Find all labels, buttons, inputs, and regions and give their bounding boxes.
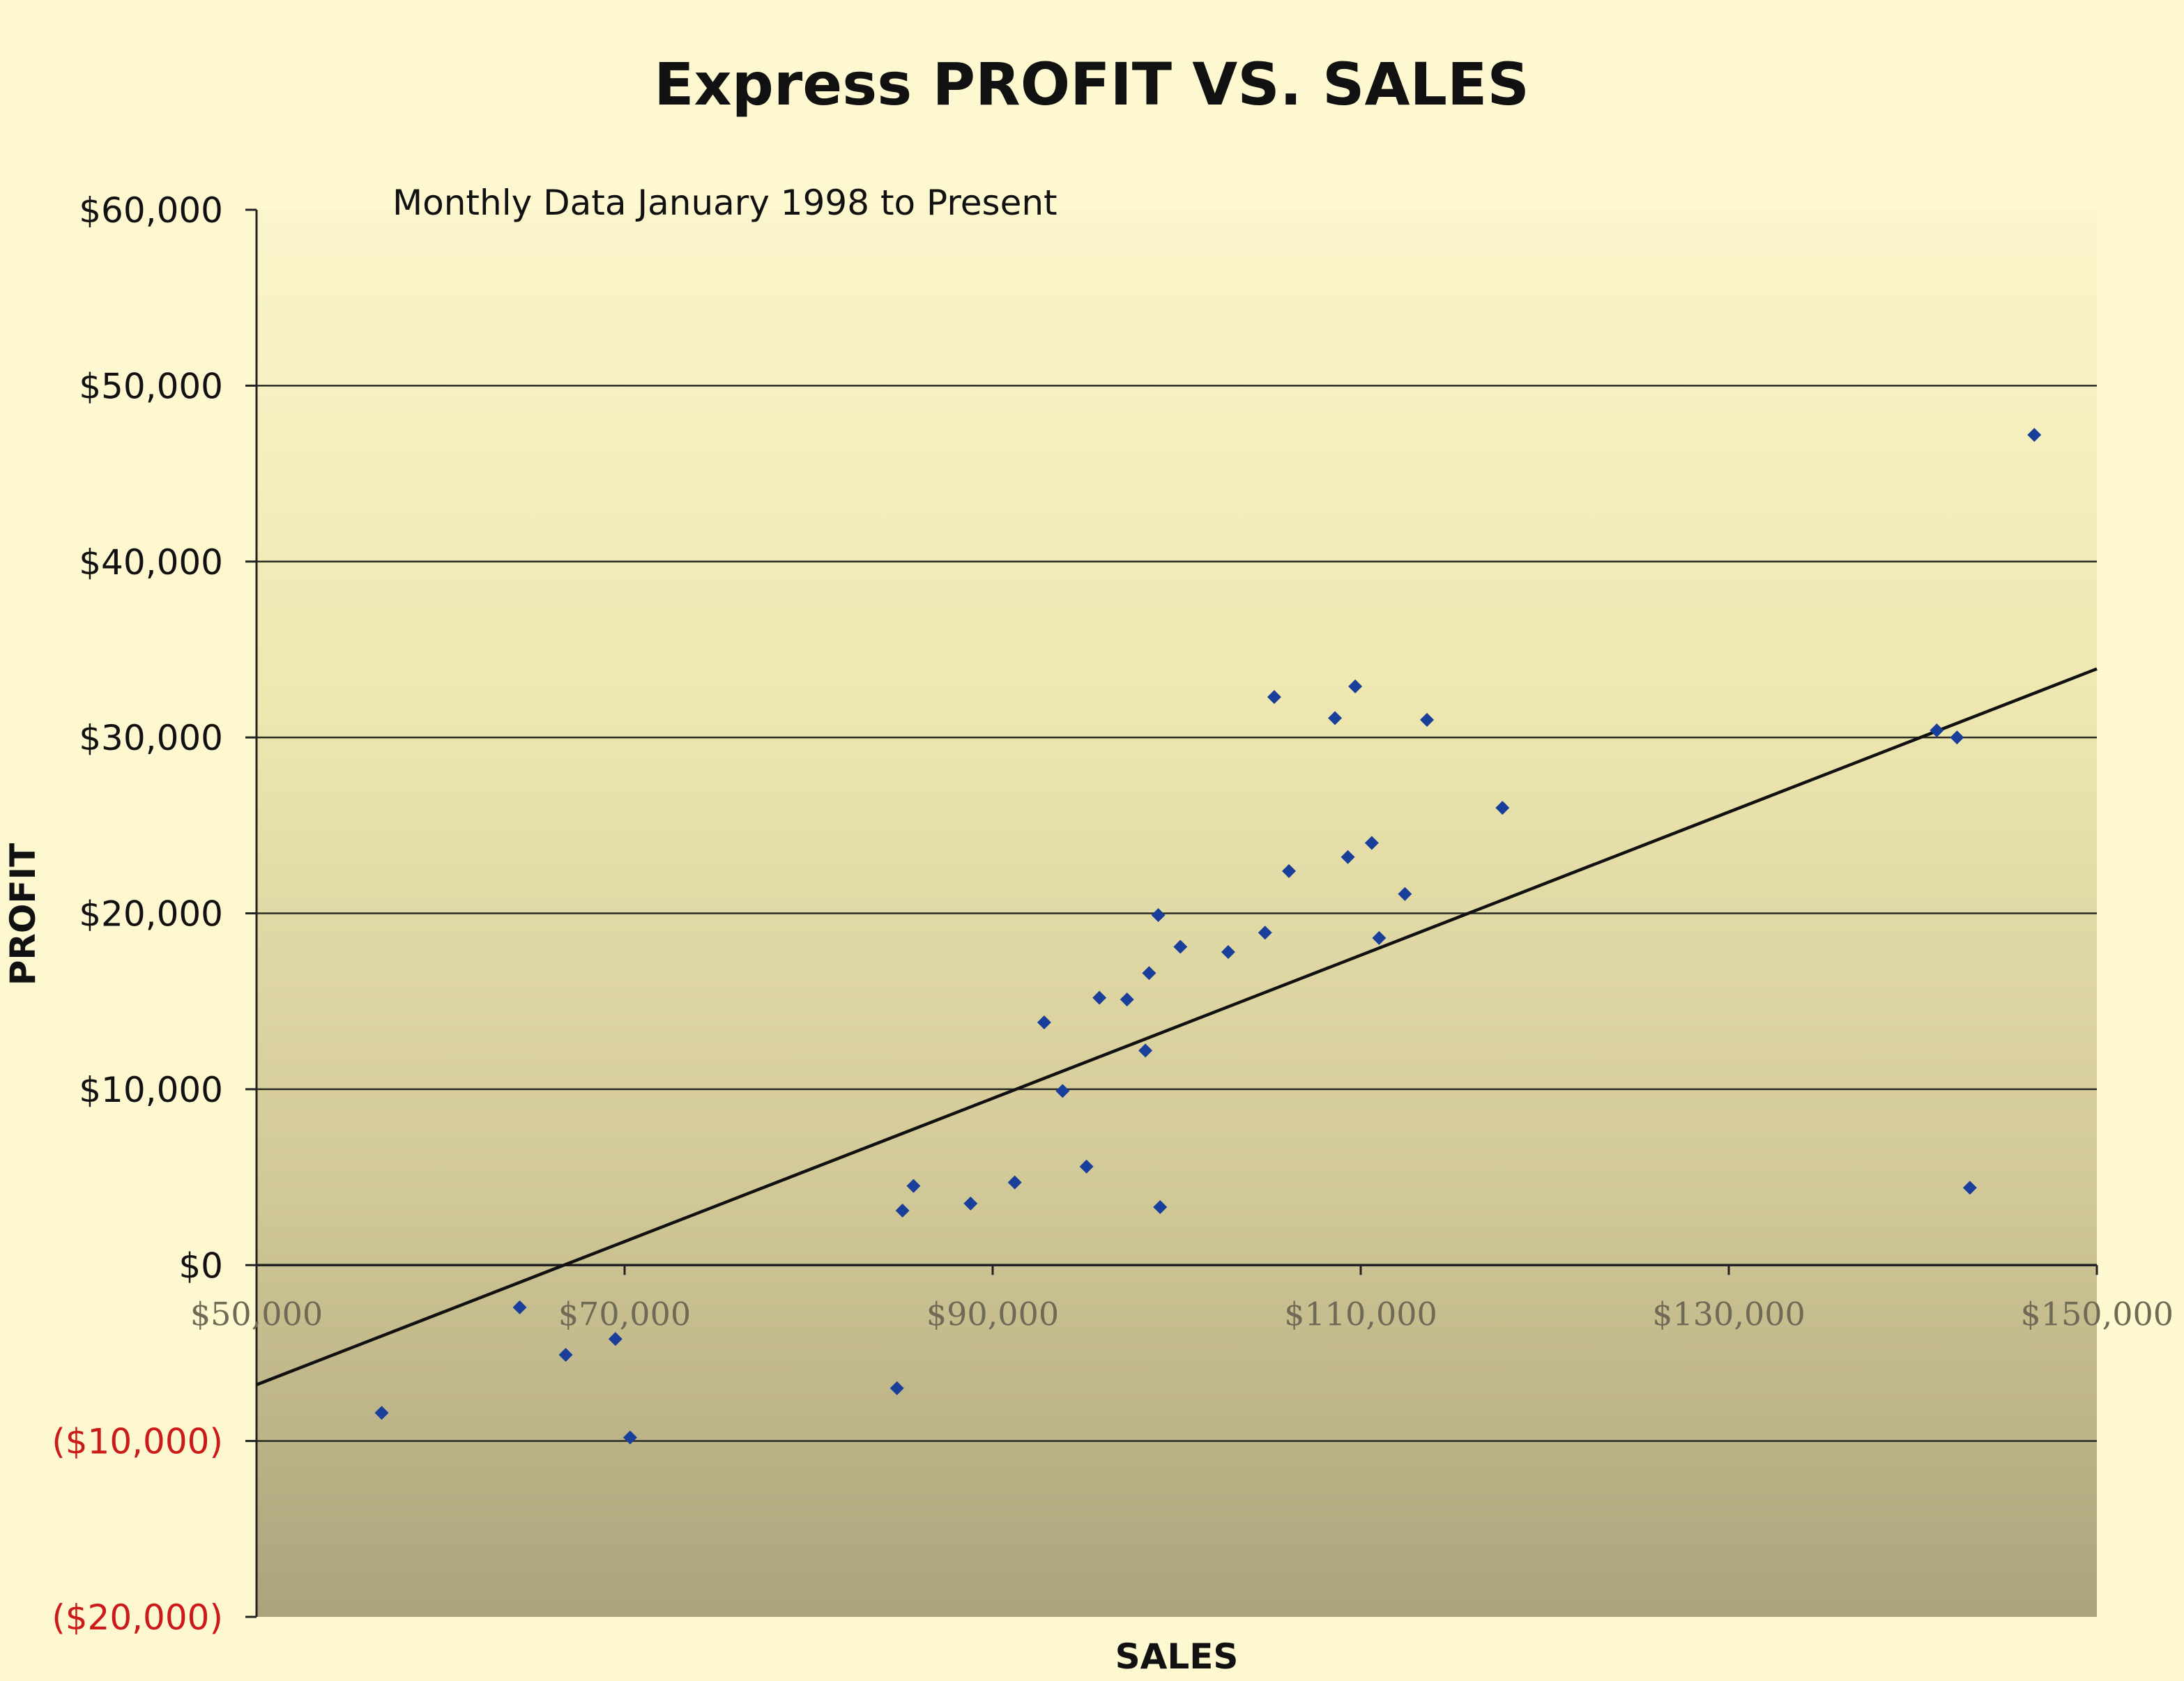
data-point xyxy=(1151,908,1166,923)
data-point xyxy=(1364,836,1379,850)
y-tick-label: $0 xyxy=(178,1245,223,1286)
y-tick-label: $20,000 xyxy=(79,894,223,935)
data-point xyxy=(1055,1084,1070,1098)
x-tick-label: $50,000 xyxy=(190,1295,323,1333)
data-point xyxy=(1341,850,1355,864)
data-point xyxy=(1007,1175,1022,1190)
x-tick-label: $70,000 xyxy=(558,1295,691,1333)
data-point xyxy=(1037,1015,1051,1029)
data-point xyxy=(1398,886,1412,901)
data-point xyxy=(1092,990,1107,1005)
data-point xyxy=(1079,1159,1094,1174)
data-point xyxy=(1258,926,1272,940)
x-tick-label: $150,000 xyxy=(2021,1295,2174,1333)
data-point xyxy=(1153,1199,1168,1214)
x-axis-label: SALES xyxy=(1115,1636,1239,1677)
data-point xyxy=(1138,1043,1153,1058)
chart-subtitle: Monthly Data January 1998 to Present xyxy=(392,183,1057,223)
x-tick-label: $90,000 xyxy=(926,1295,1059,1333)
data-point xyxy=(558,1347,573,1362)
y-tick-label: $10,000 xyxy=(79,1070,223,1110)
data-point xyxy=(1372,930,1387,945)
tick-labels: $60,000 $50,000 $40,000 $30,000 $20,000 $10,0… xyxy=(52,190,2174,1638)
data-points xyxy=(374,428,2042,1445)
chart-title: Express PROFIT VS. SALES xyxy=(654,50,1529,118)
data-point xyxy=(1173,939,1188,954)
data-point xyxy=(1282,863,1297,878)
data-point xyxy=(1348,679,1363,693)
data-point xyxy=(608,1332,623,1346)
y-tick-label: ($20,000) xyxy=(52,1597,223,1638)
y-tick-label: $30,000 xyxy=(79,718,223,758)
data-point xyxy=(1142,966,1156,981)
data-point xyxy=(1328,711,1343,726)
data-point xyxy=(906,1179,921,1193)
x-tick-label: $110,000 xyxy=(1284,1295,1437,1333)
data-point xyxy=(374,1406,389,1420)
trendline xyxy=(256,667,2098,1386)
y-axis-label: PROFIT xyxy=(3,843,43,986)
data-point xyxy=(1221,945,1235,960)
y-tick-label: $40,000 xyxy=(79,542,223,583)
data-point xyxy=(895,1204,910,1218)
data-point xyxy=(512,1300,527,1314)
y-tick-label: $60,000 xyxy=(79,190,223,231)
data-point xyxy=(1120,992,1134,1007)
data-point xyxy=(1495,801,1510,815)
data-point xyxy=(2027,428,2042,443)
y-tick-label: ($10,000) xyxy=(52,1422,223,1462)
data-point xyxy=(1267,690,1281,705)
trendline-group xyxy=(256,667,2098,1386)
data-point xyxy=(889,1381,904,1395)
data-point xyxy=(1930,723,1944,738)
data-point xyxy=(1962,1181,1977,1195)
data-point xyxy=(623,1430,637,1445)
x-tick-label: $130,000 xyxy=(1652,1295,1805,1333)
data-point xyxy=(963,1196,978,1211)
data-point xyxy=(1950,730,1964,745)
y-tick-label: $50,000 xyxy=(79,366,223,406)
data-point xyxy=(1420,712,1435,727)
